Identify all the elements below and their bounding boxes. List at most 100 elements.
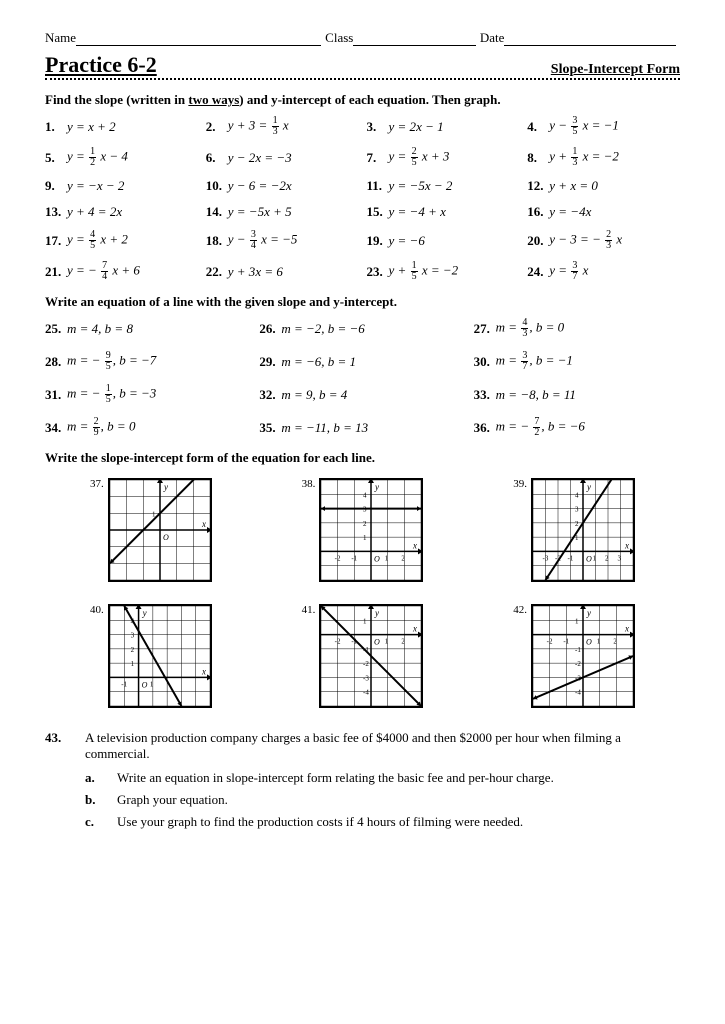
problem: 21.y = − 74 x + 6 <box>45 261 198 282</box>
problem: 18.y − 34 x = −5 <box>206 230 359 251</box>
svg-text:-2: -2 <box>547 638 553 646</box>
problem-number: 18. <box>206 233 228 249</box>
problem-equation: m = −6, b = 1 <box>281 354 356 370</box>
subpart-text: Write an equation in slope-intercept for… <box>117 770 680 786</box>
problem-number: 16. <box>527 204 549 220</box>
problem-equation: y = 2x − 1 <box>389 119 444 135</box>
subpart-text: Graph your equation. <box>117 792 680 808</box>
svg-text:-4: -4 <box>575 689 581 697</box>
problem: 1.y = x + 2 <box>45 116 198 137</box>
svg-text:y: y <box>374 482 379 492</box>
problem-equation: y = −4x <box>549 204 591 220</box>
class-blank[interactable] <box>353 30 476 46</box>
subpart-letter: c. <box>85 814 117 830</box>
svg-text:y: y <box>163 482 168 492</box>
problem-equation: y = −x − 2 <box>67 178 124 194</box>
graph: yxO-3-2-11231234 <box>531 478 635 582</box>
problem-equation: y − 2x = −3 <box>228 150 292 166</box>
problem-number: 27. <box>474 321 496 337</box>
problem: 32.m = 9, b = 4 <box>259 384 465 405</box>
svg-text:O: O <box>586 554 592 563</box>
svg-text:1: 1 <box>363 617 367 625</box>
problem: 34.m = 29, b = 0 <box>45 417 251 438</box>
word-problem-43: 43. A television production company char… <box>45 730 680 836</box>
problem: 2.y + 3 = 13 x <box>206 116 359 137</box>
svg-text:-3: -3 <box>543 554 549 562</box>
problem: 26.m = −2, b = −6 <box>259 318 465 339</box>
problem-number: 26. <box>259 321 281 337</box>
problem-number: 6. <box>206 150 228 166</box>
svg-text:2: 2 <box>575 520 579 528</box>
svg-text:-1: -1 <box>563 638 569 646</box>
problem-number: 17. <box>45 233 67 249</box>
svg-text:x: x <box>412 624 417 634</box>
subparts: a.Write an equation in slope-intercept f… <box>85 770 680 830</box>
subpart-letter: a. <box>85 770 117 786</box>
problem-equation: y = − 74 x + 6 <box>67 261 140 282</box>
problem: 9.y = −x − 2 <box>45 178 198 194</box>
problem-number: 10. <box>206 178 228 194</box>
svg-text:-4: -4 <box>363 689 369 697</box>
svg-text:y: y <box>141 608 146 618</box>
svg-text:-2: -2 <box>575 660 581 668</box>
svg-text:-1: -1 <box>352 554 358 562</box>
problem-text: A television production company charges … <box>85 730 680 762</box>
problem: 22.y + 3x = 6 <box>206 261 359 282</box>
problem-equation: y − 35 x = −1 <box>549 116 619 137</box>
problem-equation: m = −8, b = 11 <box>496 387 576 403</box>
problem: 4.y − 35 x = −1 <box>527 116 680 137</box>
section1-problems: 1.y = x + 22.y + 3 = 13 x3.y = 2x − 14.y… <box>45 116 680 282</box>
page-title: Practice 6-2 <box>45 52 157 78</box>
problem: 27.m = 43, b = 0 <box>474 318 680 339</box>
problem-number: 7. <box>367 150 389 166</box>
problem-equation: m = −2, b = −6 <box>281 321 364 337</box>
problem-number: 21. <box>45 264 67 280</box>
section1-instruction: Find the slope (written in two ways) and… <box>45 92 680 108</box>
problem: 19.y = −6 <box>367 230 520 251</box>
svg-text:x: x <box>624 624 629 634</box>
problem-equation: m = − 15, b = −3 <box>67 384 156 405</box>
svg-text:x: x <box>412 540 417 550</box>
subpart-letter: b. <box>85 792 117 808</box>
problem: 10.y − 6 = −2x <box>206 178 359 194</box>
problem-number: 34. <box>45 420 67 436</box>
problem-number: 1. <box>45 119 67 135</box>
problem: 15.y = −4 + x <box>367 204 520 220</box>
svg-text:3: 3 <box>130 632 134 640</box>
svg-text:2: 2 <box>402 554 406 562</box>
date-blank[interactable] <box>504 30 676 46</box>
svg-text:O: O <box>586 638 592 647</box>
problem-number: 32. <box>259 387 281 403</box>
svg-text:1: 1 <box>150 680 154 688</box>
problem-number: 29. <box>259 354 281 370</box>
problem-equation: y = −4 + x <box>389 204 446 220</box>
svg-text:1: 1 <box>385 638 389 646</box>
problem-equation: y + 3 = 13 x <box>228 116 289 137</box>
problem-number: 4. <box>527 119 549 135</box>
class-label: Class <box>325 30 353 46</box>
svg-text:1: 1 <box>597 638 601 646</box>
problem-equation: y = −5x + 5 <box>228 204 292 220</box>
svg-text:1: 1 <box>575 617 579 625</box>
problem: 13.y + 4 = 2x <box>45 204 198 220</box>
problem: 14.y = −5x + 5 <box>206 204 359 220</box>
svg-text:x: x <box>624 540 629 550</box>
problem-equation: y − 6 = −2x <box>228 178 292 194</box>
problem: 16.y = −4x <box>527 204 680 220</box>
subpart: c.Use your graph to find the production … <box>85 814 680 830</box>
svg-text:1: 1 <box>385 554 389 562</box>
problem-equation: m = −11, b = 13 <box>281 420 368 436</box>
svg-text:4: 4 <box>575 491 579 499</box>
graph-number: 42. <box>513 604 527 616</box>
name-blank[interactable] <box>76 30 321 46</box>
graph-cell: 38.yxO-2-1121234 <box>302 478 424 586</box>
svg-text:2: 2 <box>402 638 406 646</box>
svg-text:-3: -3 <box>363 674 369 682</box>
problem-equation: m = 43, b = 0 <box>496 318 564 339</box>
problem: 28.m = − 95, b = −7 <box>45 351 251 372</box>
graph: yxO-2-112-1-2-3-41 <box>319 604 423 708</box>
problem-equation: y − 34 x = −5 <box>228 230 298 251</box>
problem-equation: y + 3x = 6 <box>228 264 283 280</box>
problem: 12.y + x = 0 <box>527 178 680 194</box>
graph-number: 41. <box>302 604 316 616</box>
